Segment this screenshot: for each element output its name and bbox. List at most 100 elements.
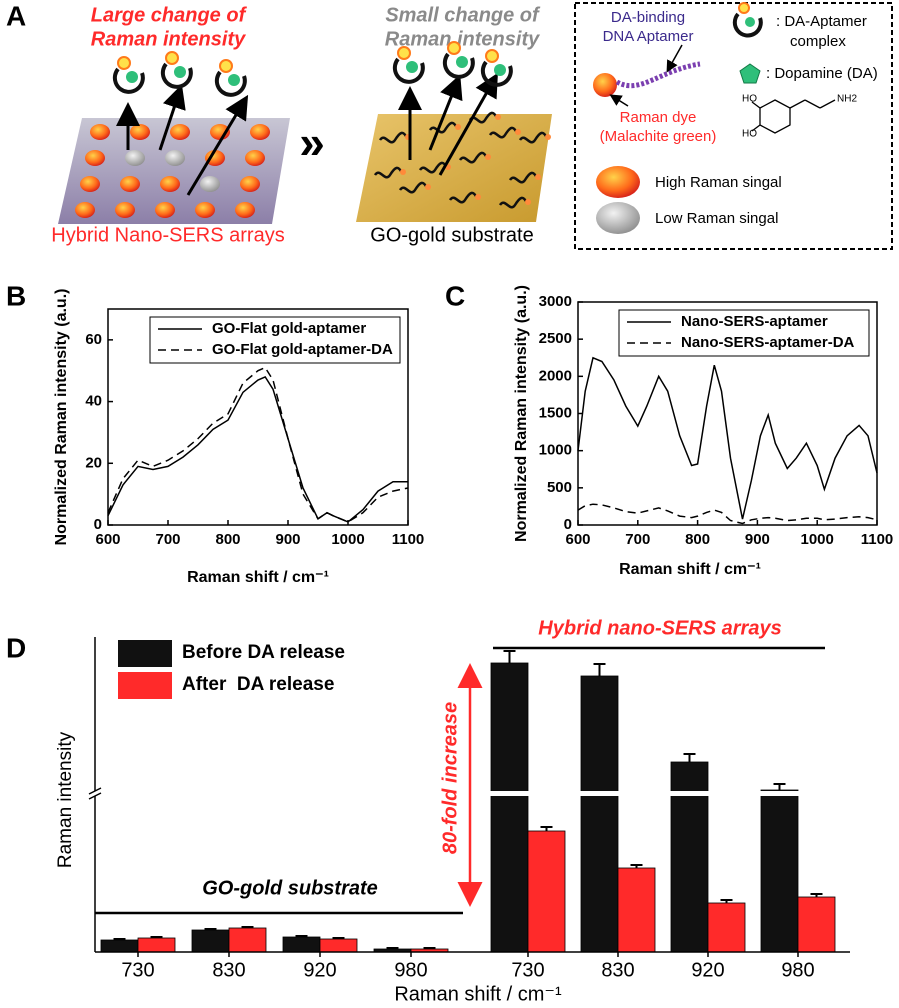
spheres xyxy=(75,124,270,218)
y-axis-label: Normalized Raman intensity (a.u.) xyxy=(513,285,530,542)
line xyxy=(577,503,878,525)
bar xyxy=(617,867,656,953)
line xyxy=(107,366,409,523)
dye xyxy=(525,199,531,205)
x-tick-label: 700 xyxy=(155,531,180,548)
dye xyxy=(475,194,481,200)
error-bar xyxy=(295,935,308,937)
x-tick-label: 700 xyxy=(625,531,650,548)
line xyxy=(577,356,878,520)
aptamer xyxy=(418,161,449,174)
aptamer-arc xyxy=(732,12,763,38)
dye xyxy=(738,2,750,14)
x-tick-label: 980 xyxy=(394,959,427,981)
group-label: Hybrid nano-SERS arrays xyxy=(538,617,781,639)
bar xyxy=(490,662,529,953)
dye-icon xyxy=(593,73,617,97)
x-tick-label: 1100 xyxy=(392,531,425,548)
x-tick-label: 800 xyxy=(215,531,240,548)
legend-text: complex xyxy=(790,33,846,50)
chem-label: HO xyxy=(742,94,757,105)
aptamer-arc xyxy=(480,60,513,87)
x-tick-label: 600 xyxy=(95,531,120,548)
dye xyxy=(165,51,179,65)
bar xyxy=(670,761,709,953)
y-tick-label: 20 xyxy=(85,454,102,471)
chem-label: NH2 xyxy=(837,94,857,105)
sphere xyxy=(235,202,255,218)
dopamine xyxy=(406,61,418,73)
aptamer-arc xyxy=(214,70,247,97)
error-bar xyxy=(720,899,733,903)
panel-label: A xyxy=(6,0,26,31)
aptamer xyxy=(468,111,499,124)
error-bar xyxy=(204,928,217,930)
legend-text: High Raman singal xyxy=(655,174,782,191)
aptamer xyxy=(398,181,429,194)
y-tick-label: 40 xyxy=(85,393,102,410)
aptamer xyxy=(448,191,479,204)
sphere xyxy=(115,202,135,218)
aptamer-arc xyxy=(112,67,145,94)
comparison: » xyxy=(299,116,325,168)
legend-label: Nano-SERS-aptamer xyxy=(681,313,828,330)
x-tick-label: 900 xyxy=(275,531,300,548)
sphere xyxy=(155,202,175,218)
y-tick-label: 60 xyxy=(85,331,102,348)
dopamine xyxy=(456,56,468,68)
dopamine xyxy=(126,71,138,83)
aptamer-arc xyxy=(160,62,193,89)
x-tick-label: 1000 xyxy=(331,531,364,548)
sphere xyxy=(125,150,145,166)
error-bar xyxy=(540,826,553,831)
x-axis-label: Raman shift / cm⁻¹ xyxy=(394,983,562,1005)
dopamine-structure xyxy=(751,99,836,134)
x-tick-label: 800 xyxy=(685,531,710,548)
error-bar xyxy=(113,938,126,940)
caption: Raman intensity xyxy=(385,28,540,50)
legend-label: After DA release xyxy=(182,674,334,695)
legend-text: (Malachite green) xyxy=(600,128,717,145)
bar xyxy=(707,902,746,953)
bar xyxy=(319,938,358,953)
error-bar xyxy=(773,783,786,790)
sphere xyxy=(205,150,225,166)
sphere xyxy=(170,124,190,140)
legend-swatch xyxy=(118,640,172,667)
x-tick-label: 730 xyxy=(511,959,544,981)
y-tick-label: 1500 xyxy=(539,404,572,421)
panel-label: B xyxy=(6,280,26,311)
arrows xyxy=(398,72,498,176)
schematic: A Large change of Raman intensity Hybrid… xyxy=(6,0,893,250)
aptamer-arc xyxy=(392,57,425,84)
legend-swatch xyxy=(118,672,172,699)
error-bar xyxy=(683,753,696,762)
caption: Raman intensity xyxy=(91,28,246,50)
sphere xyxy=(195,202,215,218)
aptamers xyxy=(373,111,551,209)
axis-break xyxy=(87,791,847,796)
legend-text: : DA-Aptamer xyxy=(776,13,867,30)
legend-box xyxy=(149,316,401,364)
panel-label: C xyxy=(445,280,465,311)
sphere xyxy=(75,202,95,218)
error-bar xyxy=(503,650,516,663)
y-tick-label: 2000 xyxy=(539,367,572,384)
caption: Large change of xyxy=(91,4,248,26)
sphere xyxy=(245,150,265,166)
dopamine xyxy=(228,74,240,86)
line xyxy=(107,375,408,523)
dye xyxy=(425,184,431,190)
x-tick-label: 920 xyxy=(303,959,336,981)
x-axis-label: Raman shift / cm⁻¹ xyxy=(619,561,761,578)
plot-frame xyxy=(107,308,409,526)
y-axis-label: Normalized Raman intensity (a.u.) xyxy=(53,289,70,546)
legend-label: GO-Flat gold-aptamer xyxy=(212,320,366,337)
aptamer xyxy=(488,126,519,139)
fold-label: 80-fold increase xyxy=(439,702,461,854)
sphere xyxy=(90,124,110,140)
aptamer xyxy=(508,171,539,184)
aptamer-strand xyxy=(615,61,701,89)
error-bar xyxy=(386,947,399,949)
